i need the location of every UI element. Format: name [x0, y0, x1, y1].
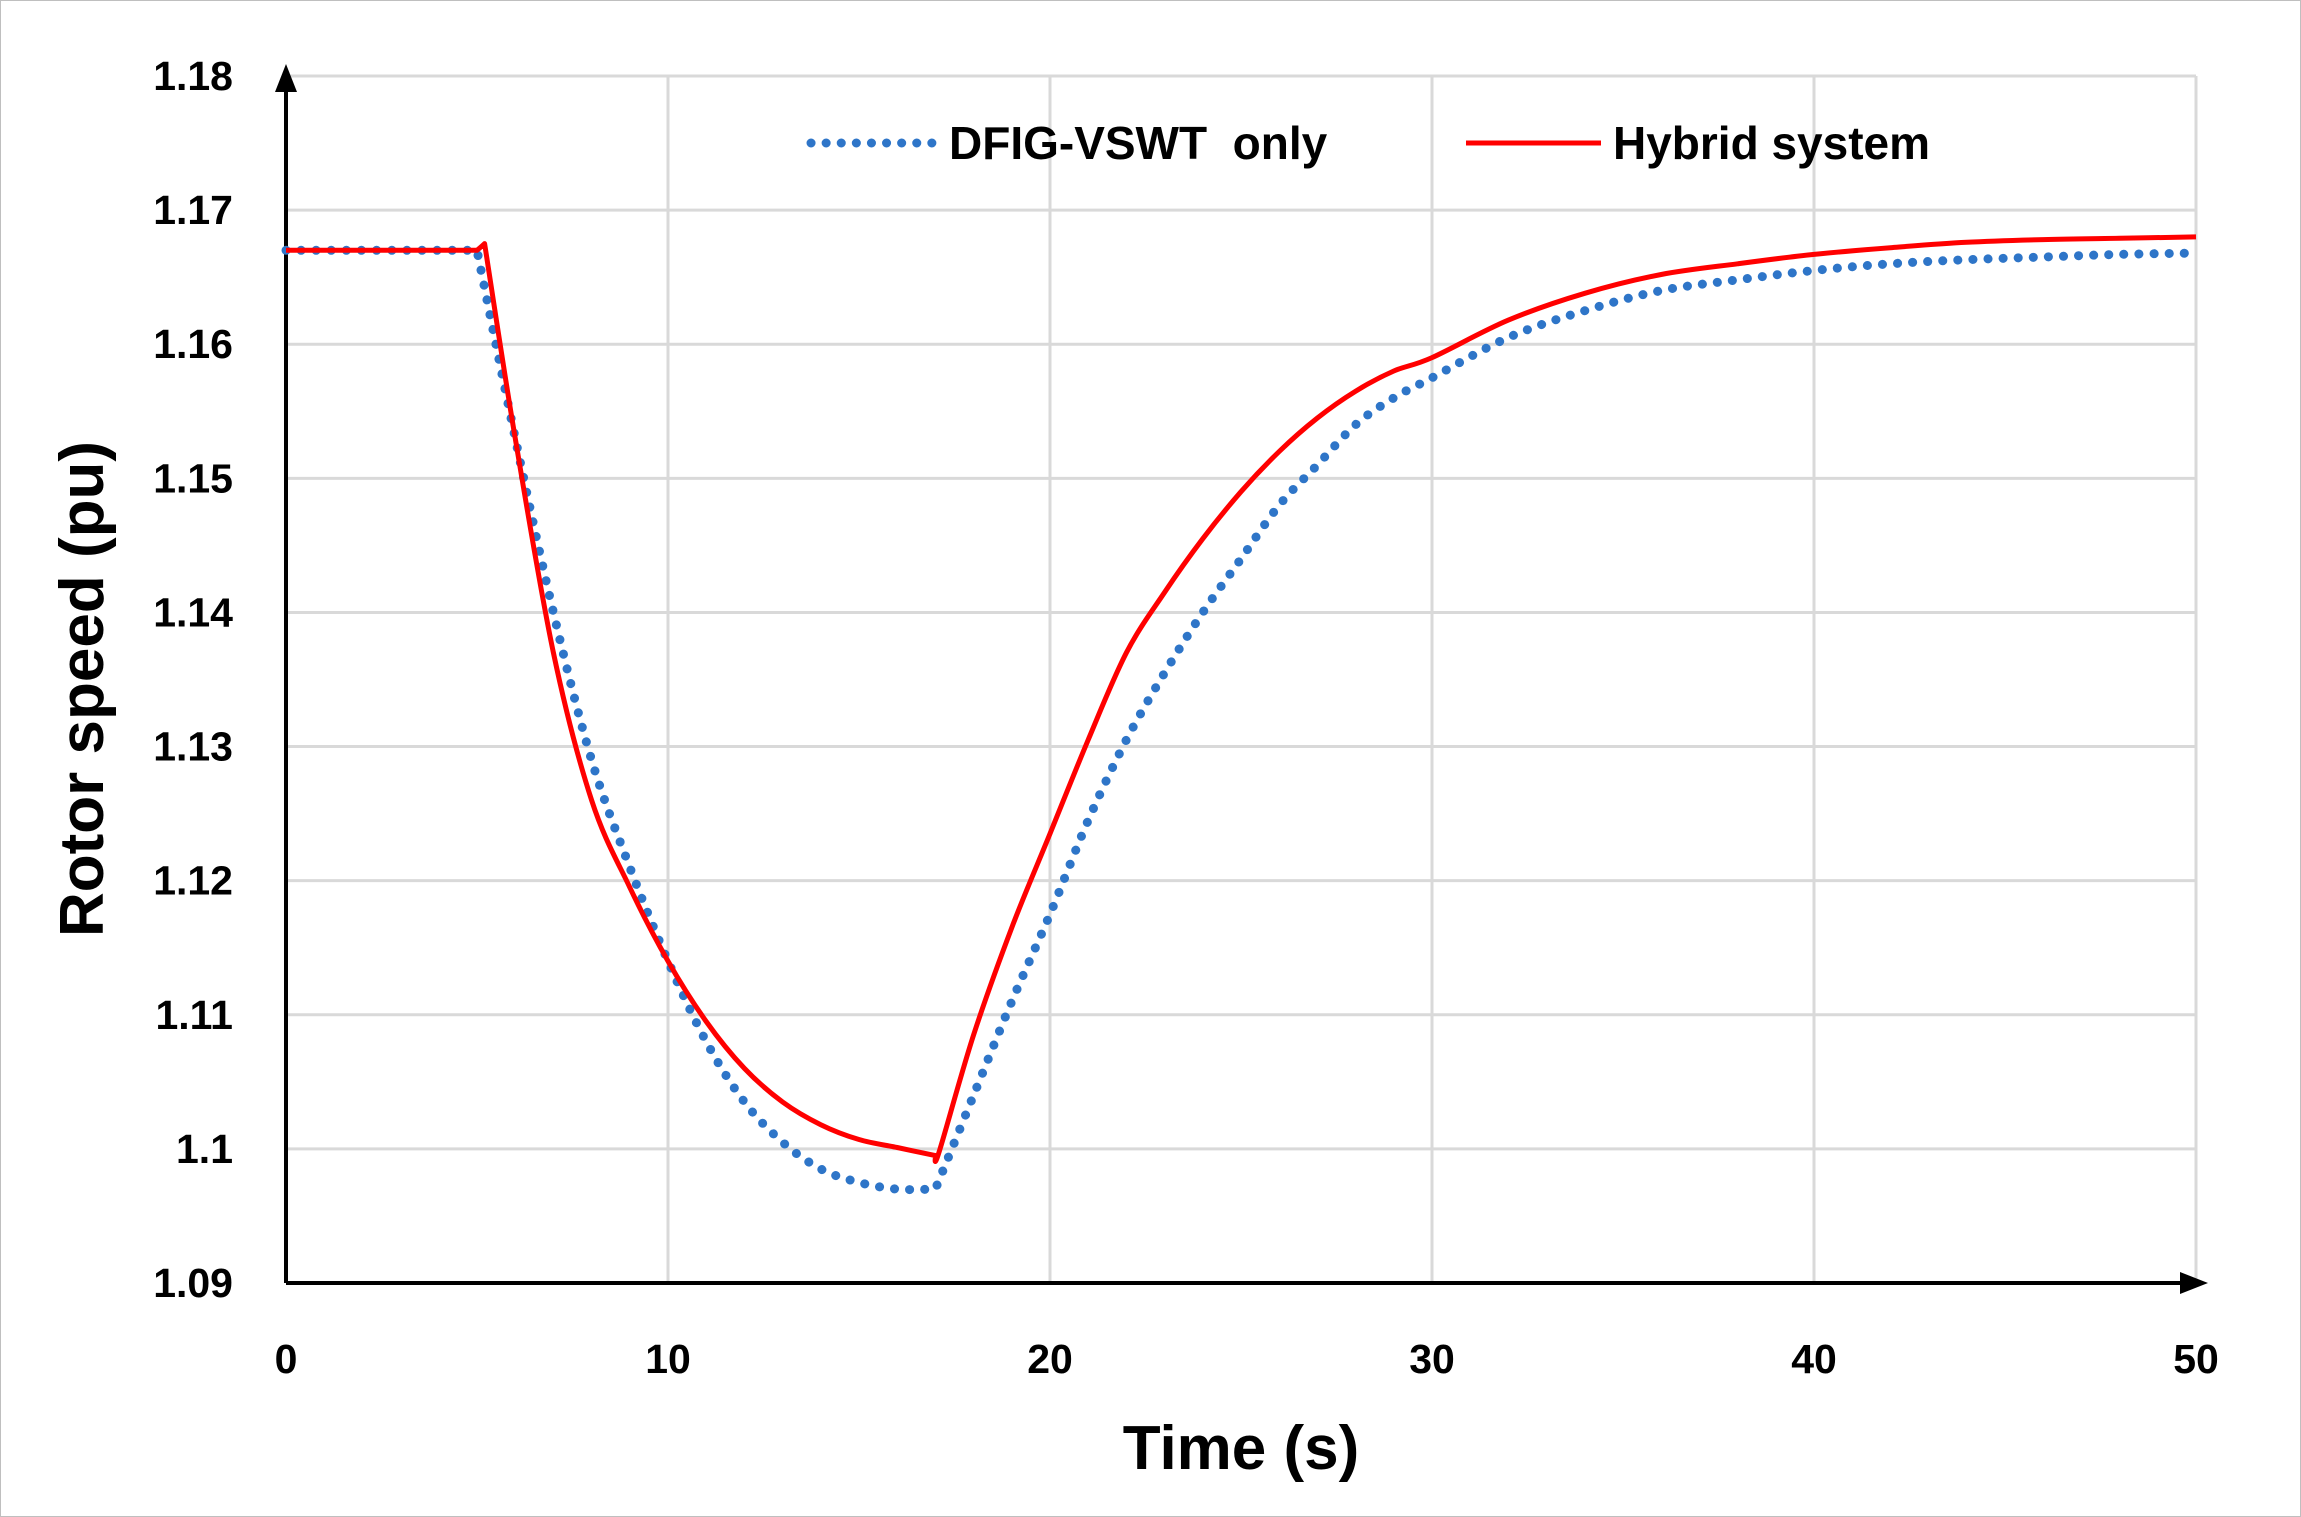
- x-tick-label: 0: [275, 1336, 298, 1382]
- tick-labels: 1.09 1.1 1.11 1.12 1.13 1.14 1.15 1.16 1.17 1.18 0…: [153, 53, 2219, 1382]
- y-tick-label: 1.11: [155, 992, 233, 1038]
- legend-label-dfig: DFIG-VSWT only: [949, 117, 1328, 169]
- x-tick-label: 30: [1409, 1336, 1455, 1382]
- x-axis-title: Time (s): [1123, 1414, 1360, 1483]
- y-tick-label: 1.1: [176, 1126, 233, 1172]
- series-group: [281, 234, 2201, 1195]
- y-tick-label: 1.14: [153, 589, 233, 635]
- legend-label-hybrid: Hybrid system: [1613, 117, 1930, 169]
- y-tick-label: 1.09: [153, 1260, 233, 1306]
- grid: [286, 74, 2198, 1283]
- y-tick-label: 1.12: [153, 858, 233, 904]
- x-tick-label: 10: [645, 1336, 691, 1382]
- y-tick-label: 1.17: [153, 187, 233, 233]
- y-tick-label: 1.18: [153, 53, 233, 99]
- y-axis-title: Rotor speed (pu): [48, 441, 117, 937]
- x-tick-label: 20: [1027, 1336, 1073, 1382]
- y-axis-arrow: [275, 64, 297, 92]
- y-tick-label: 1.13: [153, 724, 233, 770]
- x-tick-label: 50: [2173, 1336, 2219, 1382]
- axes: [275, 64, 2208, 1294]
- x-tick-label: 40: [1791, 1336, 1837, 1382]
- series-line-dfig-vswt: [281, 245, 2201, 1195]
- x-axis-arrow: [2180, 1272, 2208, 1294]
- y-tick-label: 1.16: [153, 321, 233, 367]
- series-line-hybrid: [286, 234, 2197, 1165]
- y-tick-label: 1.15: [153, 455, 233, 501]
- legend: DFIG-VSWT only Hybrid system: [806, 117, 1930, 169]
